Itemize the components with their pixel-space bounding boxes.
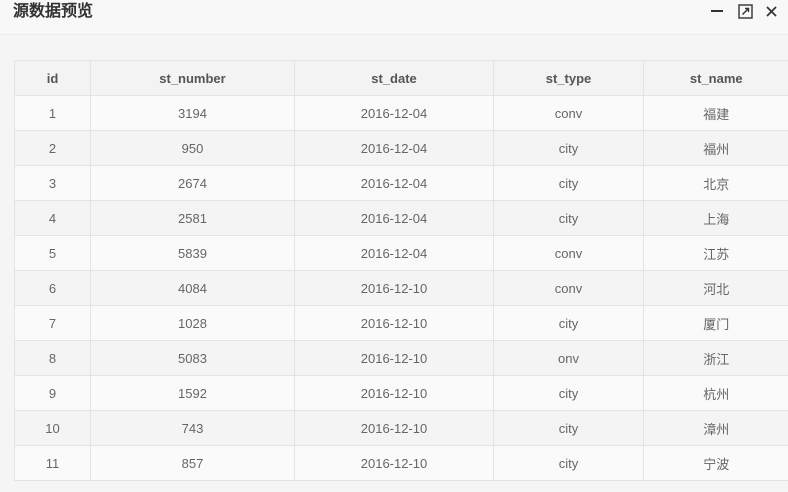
table-cell: 4084 — [90, 270, 295, 306]
table-cell: 5 — [14, 235, 91, 271]
table-row[interactable]: 9 1592 2016-12-10 city 杭州 — [14, 375, 788, 411]
table-cell: 10 — [14, 410, 91, 446]
table-cell: 7 — [14, 305, 91, 341]
table-cell: 2016-12-04 — [294, 200, 494, 236]
table-cell: 2016-12-10 — [294, 410, 494, 446]
data-preview-table-wrapper[interactable]: id st_number st_date st_type st_name 1 31… — [14, 60, 788, 481]
table-cell: 8 — [14, 340, 91, 376]
table-cell: 1 — [14, 95, 91, 131]
minimize-button[interactable] — [708, 2, 726, 20]
table-cell: 4 — [14, 200, 91, 236]
table-cell: 宁波 — [643, 445, 788, 481]
table-cell: 厦门 — [643, 305, 788, 341]
table-row[interactable]: 7 1028 2016-12-10 city 厦门 — [14, 305, 788, 341]
table-cell: 福州 — [643, 130, 788, 166]
table-cell: 2016-12-10 — [294, 445, 494, 481]
table-cell: 3194 — [90, 95, 295, 131]
table-cell: 6 — [14, 270, 91, 306]
column-header[interactable]: st_date — [294, 60, 494, 96]
column-header[interactable]: st_name — [643, 60, 788, 96]
column-header[interactable]: st_type — [493, 60, 644, 96]
close-button[interactable] — [762, 2, 780, 20]
table-row[interactable]: 6 4084 2016-12-10 conv 河北 — [14, 270, 788, 306]
table-cell: 浙江 — [643, 340, 788, 376]
table-cell: 9 — [14, 375, 91, 411]
table-cell: 2016-12-10 — [294, 270, 494, 306]
table-cell: 1028 — [90, 305, 295, 341]
table-cell: 2016-12-10 — [294, 375, 494, 411]
table-cell: 上海 — [643, 200, 788, 236]
table-cell: conv — [493, 95, 644, 131]
maximize-button[interactable] — [736, 2, 754, 20]
data-preview-table: id st_number st_date st_type st_name 1 31… — [14, 60, 788, 481]
minimize-icon — [711, 10, 723, 12]
table-cell: 杭州 — [643, 375, 788, 411]
table-cell: city — [493, 375, 644, 411]
table-row[interactable]: 4 2581 2016-12-04 city 上海 — [14, 200, 788, 236]
table-cell: 北京 — [643, 165, 788, 201]
table-cell: city — [493, 305, 644, 341]
table-row[interactable]: 2 950 2016-12-04 city 福州 — [14, 130, 788, 166]
table-cell: city — [493, 130, 644, 166]
table-cell: 950 — [90, 130, 295, 166]
table-cell: 2016-12-10 — [294, 305, 494, 341]
column-header[interactable]: st_number — [90, 60, 295, 96]
table-cell: 2581 — [90, 200, 295, 236]
table-cell: city — [493, 200, 644, 236]
table-cell: 743 — [90, 410, 295, 446]
table-cell: 福建 — [643, 95, 788, 131]
table-cell: 2016-12-04 — [294, 235, 494, 271]
table-cell: 3 — [14, 165, 91, 201]
table-cell: 2674 — [90, 165, 295, 201]
table-cell: 2 — [14, 130, 91, 166]
table-row[interactable]: 10 743 2016-12-10 city 漳州 — [14, 410, 788, 446]
table-row[interactable]: 3 2674 2016-12-04 city 北京 — [14, 165, 788, 201]
maximize-icon — [737, 3, 753, 19]
table-cell: 2016-12-10 — [294, 340, 494, 376]
table-cell: 2016-12-04 — [294, 165, 494, 201]
table-cell: 857 — [90, 445, 295, 481]
dialog-titlebar: 源数据预览 — [0, 0, 788, 35]
table-cell: 漳州 — [643, 410, 788, 446]
table-cell: city — [493, 410, 644, 446]
table-cell: onv — [493, 340, 644, 376]
table-cell: conv — [493, 270, 644, 306]
table-cell: city — [493, 165, 644, 201]
table-cell: 河北 — [643, 270, 788, 306]
table-row[interactable]: 8 5083 2016-12-10 onv 浙江 — [14, 340, 788, 376]
table-cell: 江苏 — [643, 235, 788, 271]
table-cell: 2016-12-04 — [294, 130, 494, 166]
table-row[interactable]: 5 5839 2016-12-04 conv 江苏 — [14, 235, 788, 271]
table-cell: conv — [493, 235, 644, 271]
table-row[interactable]: 1 3194 2016-12-04 conv 福建 — [14, 95, 788, 131]
table-cell: 5083 — [90, 340, 295, 376]
table-cell: 2016-12-04 — [294, 95, 494, 131]
table-cell: 5839 — [90, 235, 295, 271]
dialog-title: 源数据预览 — [13, 1, 94, 20]
table-cell: city — [493, 445, 644, 481]
table-cell: 11 — [14, 445, 91, 481]
close-icon — [765, 5, 777, 17]
column-header[interactable]: id — [14, 60, 91, 96]
table-row[interactable]: 11 857 2016-12-10 city 宁波 — [14, 445, 788, 481]
table-header-row: id st_number st_date st_type st_name — [14, 60, 788, 96]
table-cell: 1592 — [90, 375, 295, 411]
